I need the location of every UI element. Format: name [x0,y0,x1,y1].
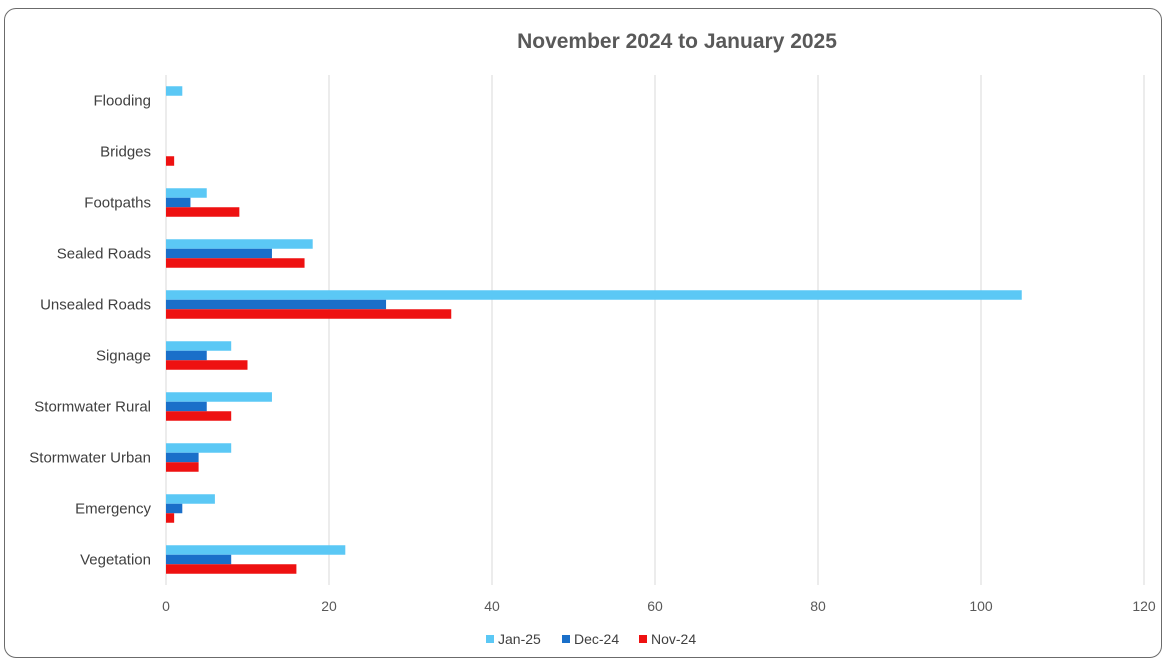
bar-emergency-dec-24 [166,503,183,514]
bar-emergency-nov-24 [166,513,175,523]
legend-swatch-jan-25 [486,635,494,643]
x-tick-label-120: 120 [1132,598,1156,614]
bar-footpaths-nov-24 [166,207,240,217]
legend: Jan-25 Dec-24 Nov-24 [486,631,696,647]
bar-flooding-jan-25 [166,86,183,96]
bar-bridges-nov-24 [166,156,175,166]
x-tick-label-80: 80 [810,598,826,614]
bar-stormwater-urban-jan-25 [166,443,232,453]
bar-sealed-roads-jan-25 [166,239,313,249]
category-label-flooding: Flooding [93,93,151,110]
bar-vegetation-jan-25 [166,545,346,555]
legend-label-jan-25: Jan-25 [498,631,541,647]
category-label-footpaths: Footpaths [84,195,151,212]
bars [166,86,1022,574]
bar-unsealed-roads-nov-24 [166,309,452,319]
bar-stormwater-urban-dec-24 [166,452,199,463]
legend-swatch-dec-24 [562,635,570,643]
category-label-stormwater-urban: Stormwater Urban [29,450,151,467]
category-label-unsealed-roads: Unsealed Roads [40,297,151,314]
bar-signage-nov-24 [166,360,248,370]
chart-title: November 2024 to January 2025 [517,30,837,53]
x-tick-label-40: 40 [484,598,500,614]
x-tick-label-60: 60 [647,598,663,614]
bar-footpaths-dec-24 [166,197,191,208]
category-labels: Flooding Bridges Footpaths Sealed Roads Unse… [29,93,151,569]
x-tick-label-0: 0 [162,598,170,614]
bar-stormwater-urban-nov-24 [166,462,199,472]
gridlines [165,75,1145,585]
bar-footpaths-jan-25 [166,188,207,198]
bar-sealed-roads-nov-24 [166,258,305,268]
bar-stormwater-rural-nov-24 [166,411,232,421]
legend-label-nov-24: Nov-24 [651,631,696,647]
x-tick-label-100: 100 [969,598,993,614]
bar-vegetation-nov-24 [166,564,297,574]
bar-vegetation-dec-24 [166,554,232,565]
category-label-sealed-roads: Sealed Roads [57,246,151,263]
bar-unsealed-roads-jan-25 [166,290,1022,300]
legend-swatch-nov-24 [639,635,647,643]
bar-emergency-jan-25 [166,494,215,504]
x-tick-label-20: 20 [321,598,337,614]
category-label-emergency: Emergency [75,501,151,518]
bar-signage-dec-24 [166,350,207,361]
category-label-bridges: Bridges [100,144,151,161]
category-label-stormwater-rural: Stormwater Rural [34,399,151,416]
bar-unsealed-roads-dec-24 [166,299,387,310]
category-label-signage: Signage [96,348,151,365]
bar-signage-jan-25 [166,341,232,351]
bar-stormwater-rural-dec-24 [166,401,207,412]
x-axis-tick-labels: 0 20 40 60 80 100 120 [162,598,1156,614]
bar-sealed-roads-dec-24 [166,248,272,259]
bar-stormwater-rural-jan-25 [166,392,272,402]
category-label-vegetation: Vegetation [80,552,151,569]
legend-label-dec-24: Dec-24 [574,631,619,647]
